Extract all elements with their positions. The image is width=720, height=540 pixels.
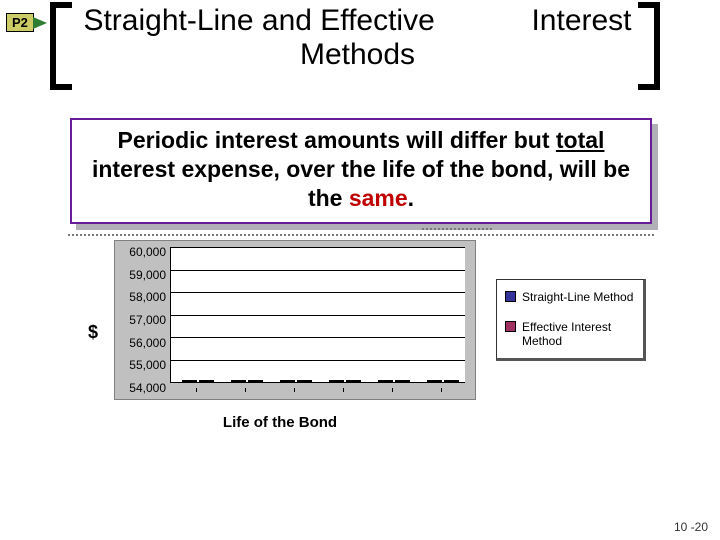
y-tick: 57,000 bbox=[129, 313, 166, 327]
y-tick: 58,000 bbox=[129, 290, 166, 304]
bar-pair bbox=[329, 380, 363, 382]
bar-straight-line bbox=[231, 380, 246, 382]
bar-straight-line bbox=[427, 380, 442, 382]
callout-pre: Periodic interest amounts will differ bu… bbox=[118, 127, 556, 153]
y-tick: 59,000 bbox=[129, 268, 166, 282]
bar-pair bbox=[231, 380, 265, 382]
arrow-right-icon bbox=[33, 17, 47, 29]
bar-pair bbox=[378, 380, 412, 382]
y-axis: 60,000 59,000 58,000 57,000 56,000 55,000 54,0… bbox=[115, 241, 170, 399]
bar-straight-line bbox=[378, 380, 393, 382]
bar-effective-interest bbox=[346, 380, 361, 382]
callout-post: . bbox=[408, 185, 414, 211]
bar-pair bbox=[280, 380, 314, 382]
title-part2: Interest bbox=[531, 4, 631, 37]
title-part1: Straight-Line and Effective bbox=[83, 4, 434, 37]
legend-label-sl: Straight-Line Method bbox=[522, 290, 633, 304]
bar-effective-interest bbox=[297, 380, 312, 382]
bar-straight-line bbox=[280, 380, 295, 382]
bar-effective-interest bbox=[395, 380, 410, 382]
chart-box: 60,000 59,000 58,000 57,000 56,000 55,000 54,0… bbox=[114, 240, 476, 400]
bar-effective-interest bbox=[444, 380, 459, 382]
y-tick: 55,000 bbox=[129, 358, 166, 372]
bar-pair bbox=[427, 380, 461, 382]
x-axis-label: Life of the Bond bbox=[90, 414, 470, 431]
legend-label-ei: Effective Interest Method bbox=[522, 320, 635, 348]
plot-area bbox=[170, 247, 465, 383]
legend-item-sl: Straight-Line Method bbox=[505, 290, 635, 304]
bar-straight-line bbox=[182, 380, 197, 382]
title-line2: Methods bbox=[300, 38, 415, 71]
y-axis-symbol: $ bbox=[88, 322, 98, 343]
slide-title: Straight-Line and Effective Interest Met… bbox=[55, 4, 660, 72]
y-tick: 54,000 bbox=[129, 381, 166, 395]
legend: Straight-Line Method Effective Interest … bbox=[496, 279, 646, 361]
callout-box: Periodic interest amounts will differ bu… bbox=[70, 118, 652, 224]
callout-same: same bbox=[349, 185, 408, 211]
bar-pair bbox=[182, 380, 216, 382]
slide-number: 10 -20 bbox=[674, 520, 708, 534]
bar-straight-line bbox=[329, 380, 344, 382]
y-tick: 60,000 bbox=[129, 245, 166, 259]
y-tick: 56,000 bbox=[129, 336, 166, 350]
bar-effective-interest bbox=[248, 380, 263, 382]
swatch-sl-icon bbox=[505, 291, 516, 302]
legend-item-ei: Effective Interest Method bbox=[505, 320, 635, 348]
swatch-ei-icon bbox=[505, 321, 516, 332]
p2-badge: P2 bbox=[6, 13, 47, 32]
bar-effective-interest bbox=[199, 380, 214, 382]
p2-label: P2 bbox=[6, 13, 34, 32]
callout-underlined: total bbox=[556, 127, 605, 153]
chart-region: $ 60,000 59,000 58,000 57,000 56,000 55,000 54… bbox=[70, 234, 652, 431]
